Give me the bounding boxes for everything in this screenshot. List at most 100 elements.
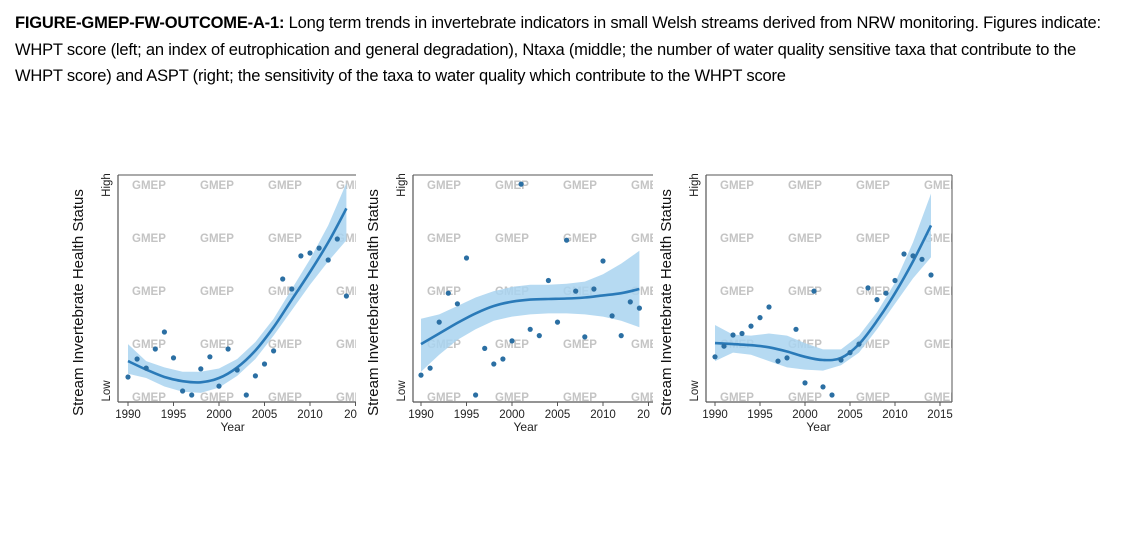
watermark-text: GMEP	[268, 339, 302, 351]
x-tick-label: 2010	[882, 409, 908, 421]
watermark-text: GMEP	[856, 180, 890, 192]
data-point	[180, 388, 186, 394]
watermark-text: GMEP	[268, 233, 302, 245]
data-point	[536, 333, 542, 339]
watermark-text: GMEP	[720, 286, 754, 298]
watermark-text: GMEP	[631, 180, 657, 192]
data-point	[134, 356, 140, 362]
watermark-text: GMEP	[720, 392, 754, 404]
x-tick-label: 1990	[408, 409, 434, 421]
x-tick-label: 2005	[837, 409, 863, 421]
data-point	[427, 365, 433, 371]
data-point	[298, 253, 304, 259]
data-point	[473, 392, 479, 398]
data-point	[564, 237, 570, 243]
watermark-text: GMEP	[563, 233, 597, 245]
x-tick-label: 1995	[161, 409, 187, 421]
watermark-text: GMEP	[200, 392, 234, 404]
trend-line	[420, 287, 640, 346]
trend-line	[127, 207, 348, 384]
watermark-text: GMEP	[200, 233, 234, 245]
watermark-text: GMEP	[132, 392, 166, 404]
data-point	[316, 245, 322, 251]
watermark-text: GMEP	[924, 180, 958, 192]
watermark-text: GMEP	[924, 286, 958, 298]
y-tick-label-low: Low	[689, 380, 701, 402]
x-tick-label: 2005	[545, 409, 571, 421]
data-point	[243, 392, 249, 398]
x-tick-label: 2000	[206, 409, 232, 421]
data-point	[838, 357, 844, 363]
x-tick-label: 20	[637, 409, 650, 421]
data-point	[518, 181, 524, 187]
data-point	[334, 236, 340, 242]
caption-text: Long term trends in invertebrate indicat…	[15, 14, 1101, 85]
data-point	[910, 253, 916, 259]
data-point	[554, 319, 561, 325]
watermark-text: GMEP	[788, 233, 822, 245]
y-tick-label-high: High	[689, 173, 701, 197]
chart-whpt: GMEP GMEP GMEP GMEP GMEP GMEP GMEP GMEP GMEP GMEP…	[70, 173, 360, 434]
data-point	[802, 380, 808, 386]
watermark-text: GMEP	[631, 339, 657, 351]
data-point	[170, 355, 177, 361]
data-point	[784, 355, 790, 361]
plot-layer	[125, 183, 349, 398]
watermark-text: GMEP	[132, 286, 166, 298]
data-point	[627, 299, 633, 305]
data-point	[739, 330, 745, 337]
watermark-text: GMEP	[268, 392, 302, 404]
data-point	[748, 323, 754, 329]
watermark-text: GMEP	[631, 233, 657, 245]
data-point	[901, 251, 907, 257]
data-point	[280, 276, 286, 282]
data-point	[509, 338, 515, 344]
y-axis-label: Stream Invertebrate Health Status	[365, 189, 382, 416]
x-tick-label: 2000	[499, 409, 525, 421]
x-axis-label: Year	[221, 420, 245, 434]
data-point	[207, 354, 213, 360]
confidence-band	[715, 193, 931, 371]
watermark-text: GMEP	[427, 180, 461, 192]
data-point	[343, 293, 349, 299]
data-point	[721, 343, 727, 349]
watermark-text: GMEP	[200, 180, 234, 192]
chart-panel-whpt: GMEP GMEP GMEP GMEP GMEP GMEP GMEP GMEP GMEP GMEP…	[60, 160, 360, 445]
x-axis-label: Year	[514, 420, 538, 434]
chart-aspt: GMEP GMEP GMEP GMEP GMEP GMEP GMEP GMEP GMEP GMEP…	[658, 173, 958, 434]
chart-panel-aspt: GMEP GMEP GMEP GMEP GMEP GMEP GMEP GMEP GMEP GMEP…	[652, 160, 962, 445]
data-point	[829, 392, 835, 398]
data-point	[271, 348, 277, 354]
data-point	[454, 301, 460, 307]
watermark-text: GMEP	[336, 286, 360, 298]
watermark-text: GMEP	[132, 180, 166, 192]
y-tick-label-high: High	[396, 173, 408, 197]
data-point	[143, 365, 149, 371]
data-point	[491, 361, 497, 367]
data-point	[152, 346, 158, 352]
data-point	[820, 384, 826, 390]
data-point	[445, 290, 451, 296]
x-tick-label: 20	[344, 409, 357, 421]
watermark-text: GMEP	[268, 180, 302, 192]
x-tick-label: 1990	[115, 409, 141, 421]
watermark-text: GMEP	[427, 392, 461, 404]
x-axis-label: Year	[806, 420, 830, 434]
watermark-text: GMEP	[631, 392, 657, 404]
data-point	[730, 332, 736, 338]
data-point	[189, 392, 195, 398]
watermark-text: GMEP	[200, 286, 234, 298]
watermark-text: GMEP	[495, 339, 529, 351]
data-point	[161, 329, 167, 335]
watermark-text: GMEP	[427, 286, 461, 298]
watermark-text: GMEP	[495, 392, 529, 404]
chart-panel-ntaxa: GMEP GMEP GMEP GMEP GMEP GMEP GMEP GMEP GMEP GMEP…	[357, 160, 657, 445]
figure-id: FIGURE-GMEP-FW-OUTCOME-A-1:	[15, 14, 285, 32]
watermark-text: GMEP	[336, 339, 360, 351]
x-tick-label: 2005	[252, 409, 278, 421]
data-point	[793, 326, 799, 332]
x-tick-label: 2010	[590, 409, 616, 421]
watermark-text: GMEP	[720, 180, 754, 192]
plot-layer	[712, 193, 934, 398]
x-tick-label: 2010	[297, 409, 323, 421]
